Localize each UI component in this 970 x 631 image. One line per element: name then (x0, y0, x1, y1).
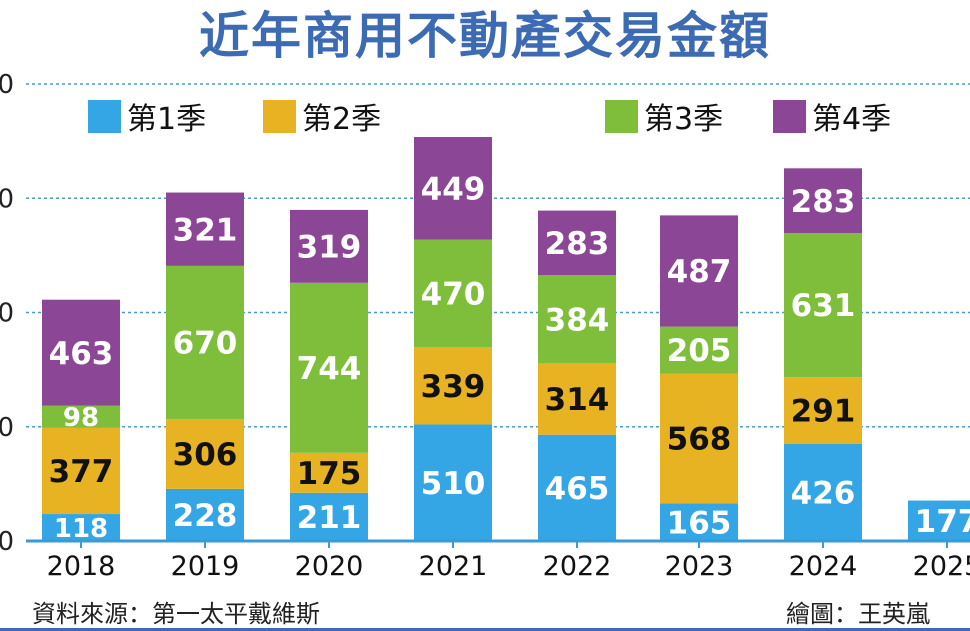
bar-segment (660, 373, 738, 504)
bar-segment (290, 282, 368, 453)
legend-label: 第2季 (302, 102, 382, 137)
chart-title: 近年商用不動產交易金額 (199, 7, 771, 65)
y-tick-label: 0 (0, 299, 14, 329)
legend-item: 第4季 (773, 96, 892, 137)
bar-segment (660, 326, 738, 374)
x-tick-label: 2022 (543, 551, 612, 582)
data-label: 177 (915, 504, 970, 540)
x-tick-label: 2025 (913, 551, 970, 582)
data-label: 175 (297, 456, 362, 492)
y-tick-label: 0 (0, 184, 14, 214)
data-label: 631 (791, 288, 856, 324)
bar-segment (660, 503, 738, 541)
data-label: 283 (545, 226, 610, 262)
bar-segment (784, 168, 862, 233)
bar-segment (784, 443, 862, 541)
x-tick-label: 2019 (171, 551, 240, 582)
data-label: 211 (297, 500, 362, 536)
bar-segment (538, 275, 616, 363)
x-tick-label: 2018 (47, 551, 116, 582)
bar-segment (42, 405, 120, 428)
legend-label: 第1季 (127, 102, 207, 137)
bar-segment (784, 232, 862, 378)
data-label: 283 (791, 184, 856, 220)
bar-segment (414, 137, 492, 240)
data-label: 426 (791, 475, 856, 511)
bar-segment (538, 210, 616, 276)
bar-segment (290, 452, 368, 493)
bar-segment (908, 500, 970, 541)
data-label: 205 (667, 333, 732, 369)
data-label: 384 (545, 302, 610, 338)
y-tick-label: 0 (0, 413, 14, 443)
x-tick-label: 2020 (295, 551, 364, 582)
legend-swatch (263, 99, 296, 133)
bar-segment (414, 239, 492, 348)
data-label: 98 (63, 403, 99, 433)
bar-segment (290, 209, 368, 283)
bar-segment (538, 362, 616, 435)
bottom-divider (0, 628, 970, 631)
data-label: 306 (173, 437, 238, 473)
legend-swatch (773, 99, 806, 133)
bar-segment (414, 347, 492, 425)
legend-swatch (88, 99, 121, 133)
bar-segment (290, 492, 368, 541)
bar-segment (42, 299, 120, 406)
legend-swatch (605, 99, 638, 133)
x-tick-label: 2023 (665, 551, 734, 582)
data-label: 118 (54, 514, 108, 544)
data-label: 165 (667, 505, 732, 541)
legend-label: 第3季 (644, 102, 724, 137)
data-label: 463 (49, 336, 114, 372)
graphic-credit: 繪圖：王英嵐 (786, 600, 930, 628)
x-tick-label: 2021 (419, 551, 488, 582)
bar-segment (538, 434, 616, 541)
bar-segment (166, 265, 244, 419)
bar-segment (42, 427, 120, 515)
legend-item: 第2季 (263, 96, 382, 137)
data-label: 744 (297, 351, 362, 387)
bar-segment (660, 215, 738, 327)
data-label: 670 (173, 326, 238, 362)
data-label: 470 (421, 276, 486, 312)
data-label: 487 (667, 254, 732, 290)
bar-segment (414, 424, 492, 541)
bar-segment (784, 377, 862, 444)
data-label: 568 (667, 422, 732, 458)
y-tick-label: 0 (0, 70, 14, 100)
data-label: 510 (421, 466, 486, 502)
legend-label: 第4季 (812, 102, 892, 137)
bar-segment (42, 514, 120, 541)
data-label: 314 (545, 382, 610, 418)
bar-segment (166, 418, 244, 489)
data-label: 321 (173, 212, 238, 248)
x-tick-label: 2024 (789, 551, 858, 582)
bar-segment (166, 488, 244, 541)
data-label: 319 (297, 230, 362, 266)
y-tick-label: 0 (0, 527, 14, 557)
data-label: 228 (173, 498, 238, 534)
bar-segment (166, 192, 244, 266)
legend-item: 第1季 (88, 96, 207, 137)
data-label: 465 (545, 471, 610, 507)
data-label: 449 (421, 171, 486, 207)
data-label: 291 (791, 394, 856, 430)
data-label: 377 (49, 454, 114, 490)
data-label: 339 (421, 369, 486, 405)
data-source-note: 資料來源：第一太平戴維斯 (32, 600, 320, 628)
legend-item: 第3季 (605, 96, 724, 137)
